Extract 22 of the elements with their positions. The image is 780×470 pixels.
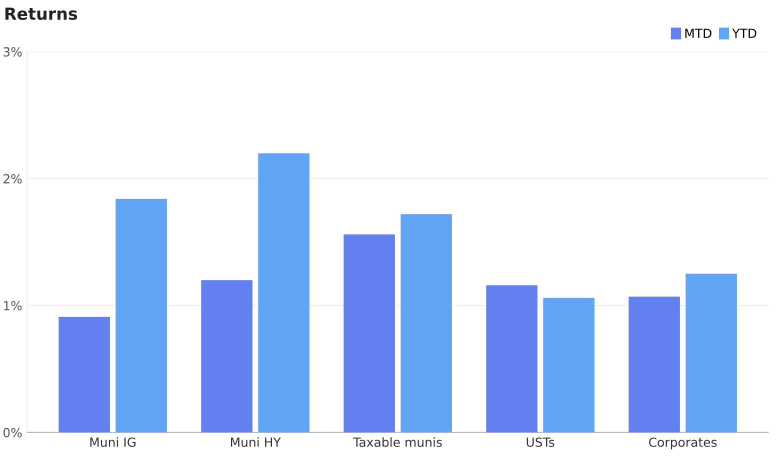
x-tick-label: Corporates	[649, 437, 717, 450]
chart-title: Returns	[5, 8, 78, 20]
bar	[400, 214, 452, 432]
x-tick-label: Taxable munis	[353, 437, 442, 447]
legend-label: MTD	[685, 28, 712, 38]
y-tick-label: 2%	[4, 174, 22, 184]
bar	[258, 153, 310, 432]
legend-label: YTD	[732, 28, 756, 38]
bar	[628, 296, 680, 432]
y-tick-label: 0%	[3, 428, 22, 438]
bar	[201, 280, 252, 432]
y-tick-label: 3%	[4, 47, 22, 57]
bar	[58, 316, 110, 432]
bar	[543, 298, 594, 432]
bar	[686, 274, 737, 432]
x-tick-label: Muni IG	[90, 437, 136, 447]
bar	[486, 285, 538, 432]
bar	[116, 198, 167, 432]
x-tick-label: USTs	[526, 437, 554, 447]
x-tick-label: Muni HY	[230, 437, 281, 447]
bar	[344, 234, 395, 432]
y-tick-label: 1%	[4, 300, 22, 310]
